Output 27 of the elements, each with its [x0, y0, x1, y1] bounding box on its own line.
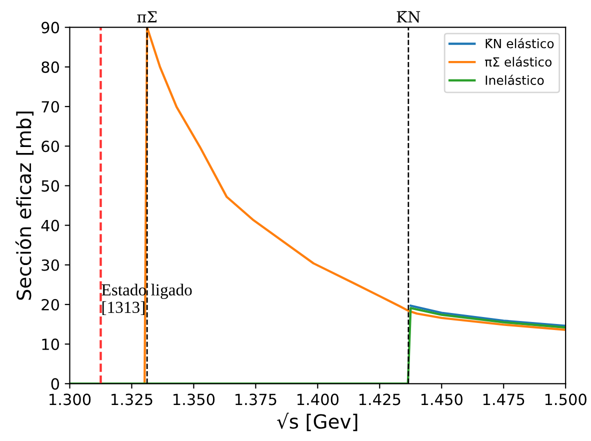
y-tick-label: 40 — [41, 220, 59, 232]
x-tick-label: 1.500 — [545, 394, 586, 406]
ref-line-label: πΣ — [137, 11, 156, 22]
x-tick-label: 1.475 — [483, 394, 524, 406]
legend-label: Inelástico — [486, 74, 544, 85]
line-series — [410, 304, 566, 327]
y-tick-label: 70 — [42, 100, 59, 113]
y-tick-label: 20 — [42, 298, 59, 311]
x-tick-label: 1.400 — [297, 394, 339, 406]
x-tick-label: 1.425 — [359, 394, 400, 406]
y-tick-label: 0 — [51, 378, 59, 390]
y-tick-label: 80 — [42, 61, 59, 73]
y-tick-label: 90 — [42, 22, 59, 34]
x-tick-label: 1.325 — [112, 394, 152, 406]
y-axis-title: Sección eficaz [mb] — [15, 112, 34, 300]
y-tick-label: 10 — [42, 338, 59, 350]
x-tick-label: 1.375 — [235, 394, 276, 406]
y-tick-label: 30 — [42, 259, 59, 271]
legend-label: K̄N elástico — [486, 38, 554, 48]
x-tick-label: 1.300 — [50, 394, 91, 406]
y-tick-label: 50 — [42, 180, 59, 192]
x-axis-title: √s [Gev] — [277, 412, 358, 432]
legend-label: πΣ elástico — [485, 56, 552, 67]
y-tick-label: 60 — [42, 140, 59, 152]
x-tick-label: 1.450 — [421, 394, 462, 406]
x-tick-label: 1.350 — [174, 394, 215, 406]
ref-line-label: K̄N — [396, 11, 420, 23]
